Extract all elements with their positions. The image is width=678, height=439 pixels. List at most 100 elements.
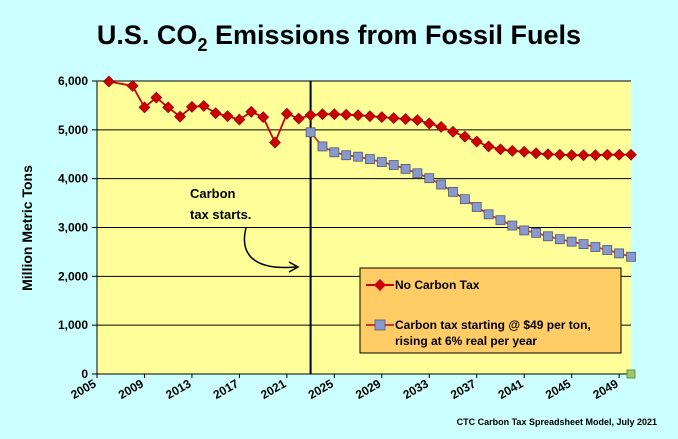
data-point-carbon-tax — [388, 160, 399, 170]
data-point-carbon-tax — [554, 234, 565, 245]
x-tick-label: 2049 — [591, 376, 621, 402]
data-point-carbon-tax — [341, 150, 352, 161]
data-point-no-carbon-tax — [411, 114, 424, 126]
data-point-no-carbon-tax — [375, 111, 388, 124]
series-layer — [102, 75, 637, 379]
x-tick-label: 2017 — [211, 376, 241, 402]
y-tick-label: 2,000 — [58, 269, 88, 283]
data-point-carbon-tax — [566, 236, 577, 247]
x-axis-ticks: 2005 2009 2013 2017 2021 2025 2029 2033 2037 2041… — [68, 374, 621, 402]
data-point-no-carbon-tax — [387, 112, 400, 125]
data-point-carbon-tax — [590, 242, 601, 252]
data-point-no-carbon-tax — [542, 148, 554, 161]
data-point-no-carbon-tax — [150, 91, 163, 104]
data-point-no-carbon-tax — [233, 113, 246, 126]
data-point-no-carbon-tax — [138, 101, 151, 114]
data-point-no-carbon-tax — [613, 148, 626, 161]
data-point-no-carbon-tax — [364, 110, 376, 123]
y-tick-label: 5,000 — [58, 123, 88, 137]
annotation-arrowhead — [288, 261, 300, 273]
data-point-no-carbon-tax — [352, 109, 364, 122]
legend-label-tax-1: Carbon tax starting @ $49 per ton, — [395, 318, 591, 332]
series-line-carbon-tax — [309, 131, 632, 258]
x-tick-label: 2037 — [448, 376, 478, 402]
data-point-no-carbon-tax — [245, 105, 258, 118]
data-point-no-carbon-tax — [494, 143, 507, 156]
data-point-carbon-tax — [626, 251, 636, 262]
data-point-no-carbon-tax — [470, 135, 483, 148]
legend-marker-tax — [374, 319, 386, 331]
y-axis-label: Million Metric Tons — [19, 165, 35, 291]
data-point-carbon-tax — [507, 220, 518, 231]
data-point-no-carbon-tax — [435, 120, 448, 133]
data-point-carbon-tax — [400, 163, 411, 174]
legend-label-no-tax: No Carbon Tax — [395, 278, 480, 292]
plot-corner-handle — [626, 369, 636, 379]
data-point-carbon-tax — [519, 225, 530, 236]
data-point-carbon-tax — [614, 248, 625, 259]
data-point-carbon-tax — [495, 215, 506, 226]
data-point-no-carbon-tax — [174, 110, 186, 123]
x-tick-label: 2025 — [306, 376, 336, 402]
data-point-carbon-tax — [436, 179, 447, 190]
y-tick-label: 3,000 — [58, 221, 88, 235]
data-point-carbon-tax — [483, 209, 494, 220]
data-point-no-carbon-tax — [340, 108, 353, 121]
data-point-no-carbon-tax — [292, 112, 305, 125]
data-point-no-carbon-tax — [162, 101, 175, 114]
data-point-carbon-tax — [531, 227, 541, 238]
data-point-carbon-tax — [602, 245, 613, 255]
data-point-no-carbon-tax — [518, 145, 531, 158]
y-axis-ticks: 0 1,000 2,000 3,000 4,000 5,000 6,000 — [58, 74, 97, 381]
data-point-no-carbon-tax — [589, 149, 602, 162]
x-tick-label: 2013 — [163, 376, 193, 402]
x-tick-label: 2005 — [68, 376, 98, 402]
data-point-no-carbon-tax — [565, 149, 578, 162]
data-point-no-carbon-tax — [197, 99, 210, 112]
y-tick-label: 6,000 — [58, 74, 88, 88]
legend-box — [359, 267, 622, 354]
data-point-carbon-tax — [459, 194, 470, 205]
data-point-no-carbon-tax — [423, 117, 436, 130]
x-tick-label: 2009 — [116, 376, 146, 402]
data-point-no-carbon-tax — [316, 108, 329, 121]
annotation-line-2: tax starts. — [190, 207, 251, 222]
data-point-carbon-tax — [448, 186, 458, 197]
data-point-no-carbon-tax — [601, 148, 614, 161]
data-point-no-carbon-tax — [482, 140, 495, 153]
y-tick-label: 1,000 — [58, 318, 88, 332]
data-point-carbon-tax — [424, 173, 435, 184]
x-tick-label: 2021 — [258, 376, 288, 402]
data-point-carbon-tax — [317, 141, 328, 152]
annotation-line-1: Carbon — [190, 186, 236, 201]
annotation-arrow — [243, 227, 297, 269]
data-point-no-carbon-tax — [577, 149, 590, 162]
chart-title: U.S. CO2 Emissions from Fossil Fuels — [97, 20, 581, 55]
data-point-no-carbon-tax — [506, 144, 519, 157]
data-point-no-carbon-tax — [126, 79, 139, 92]
data-point-carbon-tax — [471, 202, 482, 212]
data-point-no-carbon-tax — [186, 100, 198, 113]
data-point-no-carbon-tax — [553, 148, 566, 161]
legend-marker-no-tax — [374, 279, 386, 291]
x-tick-label: 2033 — [401, 376, 431, 402]
y-tick-label: 4,000 — [58, 172, 88, 186]
legend-label-tax-2: rising at 6% real per year — [395, 334, 537, 348]
data-point-no-carbon-tax — [328, 108, 341, 121]
data-point-carbon-tax — [365, 154, 375, 165]
data-point-no-carbon-tax — [209, 107, 222, 120]
data-point-no-carbon-tax — [102, 75, 115, 88]
data-point-carbon-tax — [329, 147, 340, 158]
data-point-no-carbon-tax — [257, 111, 270, 124]
data-point-no-carbon-tax — [280, 107, 293, 120]
x-tick-label: 2045 — [543, 376, 573, 402]
data-point-carbon-tax — [412, 168, 423, 179]
data-point-carbon-tax — [543, 231, 553, 242]
data-point-no-carbon-tax — [458, 130, 471, 143]
data-point-no-carbon-tax — [269, 136, 281, 149]
data-point-carbon-tax — [305, 127, 316, 138]
data-point-no-carbon-tax — [304, 109, 317, 122]
x-tick-label: 2029 — [353, 376, 383, 402]
